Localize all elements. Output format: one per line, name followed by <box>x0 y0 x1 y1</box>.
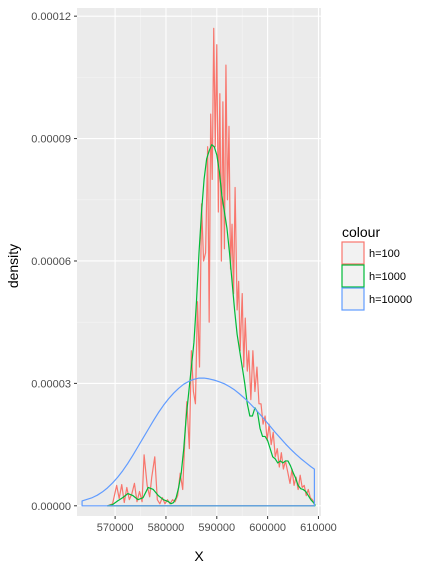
legend-label: h=10000 <box>369 294 412 306</box>
series-line-h-100 <box>106 27 315 507</box>
x-axis: 570000 580000 590000 600000 610000 <box>97 516 337 534</box>
y-tick-label: 0.00000 <box>31 501 71 513</box>
legend-key-h-1000 <box>341 264 365 288</box>
legend-label: h=100 <box>369 248 400 260</box>
x-tick-label: 570000 <box>97 522 134 534</box>
legend-key-h-10000 <box>341 287 365 311</box>
x-tick-label: 600000 <box>249 522 286 534</box>
x-tick-label: 580000 <box>148 522 185 534</box>
y-tick-label: 0.00012 <box>31 11 71 23</box>
legend-label: h=1000 <box>369 271 406 283</box>
series-line-h-1000 <box>106 144 316 507</box>
y-tick-label: 0.00009 <box>31 134 71 146</box>
x-tick-label: 590000 <box>198 522 235 534</box>
series-layer <box>81 27 316 507</box>
y-tick-label: 0.00003 <box>31 378 71 390</box>
x-tick-label: 610000 <box>300 522 337 534</box>
y-tick-label: 0.00006 <box>31 256 71 268</box>
y-axis: 0.00000 0.00003 0.00006 0.00009 0.00012 <box>31 11 77 513</box>
legend: colour h=100 h=1000 h=10000 <box>341 224 412 311</box>
legend-title: colour <box>342 224 380 240</box>
legend-key-h-100 <box>341 241 365 265</box>
series-line-h-10000 <box>81 377 315 507</box>
minor-gridlines <box>77 8 321 516</box>
x-axis-title: X <box>194 548 204 564</box>
y-axis-title: density <box>5 244 21 288</box>
